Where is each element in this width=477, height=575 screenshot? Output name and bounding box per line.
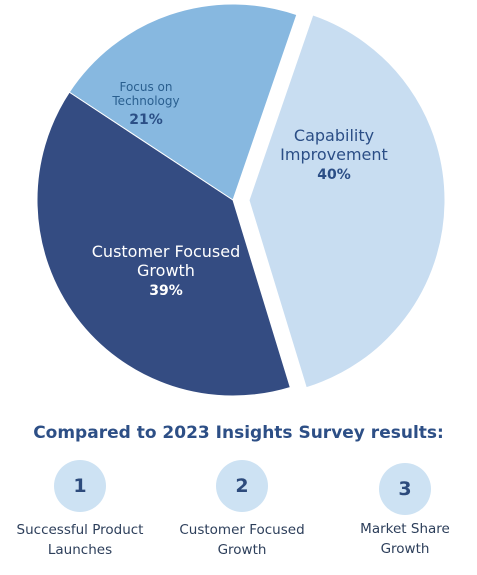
slice-name-line2: Growth <box>137 261 195 281</box>
pie-slice-capability <box>248 14 446 389</box>
slice-name-line1: Customer Focused <box>91 242 241 261</box>
rank-label: Market Share Growth <box>360 521 450 557</box>
rank-badge: 1 <box>54 460 106 512</box>
slice-percent: 39% <box>149 283 183 300</box>
rank-label: Successful Product Launches <box>16 522 144 558</box>
slice-name-line1: Focus on <box>119 80 173 94</box>
slice-label-capability-improvement: Capability Improvement 40% <box>280 126 388 184</box>
slice-name-line2: Technology <box>112 94 180 109</box>
pie-slice-technology <box>68 3 298 201</box>
rank-label: Customer Focused Growth <box>179 522 305 558</box>
pie-slice-customer <box>36 91 291 397</box>
slice-name-line1: Capability <box>293 126 375 145</box>
rank-badge: 3 <box>379 463 431 515</box>
slice-name-line2: Improvement <box>280 145 388 165</box>
rank-badge: 2 <box>216 460 268 512</box>
slice-percent: 21% <box>129 111 163 128</box>
slice-label-focus-on-technology: Focus on Technology 21% <box>112 80 179 129</box>
rank-item-2: 2 Customer Focused Growth <box>157 460 327 560</box>
rank-item-1: 1 Successful Product Launches <box>0 460 165 560</box>
slice-percent: 40% <box>317 167 351 184</box>
rank-item-3: 3 Market Share Growth <box>320 463 477 559</box>
slice-label-customer-focused-growth: Customer Focused Growth 39% <box>92 242 241 300</box>
pie-chart <box>36 3 446 397</box>
comparison-heading: Compared to 2023 Insights Survey results… <box>33 423 444 443</box>
